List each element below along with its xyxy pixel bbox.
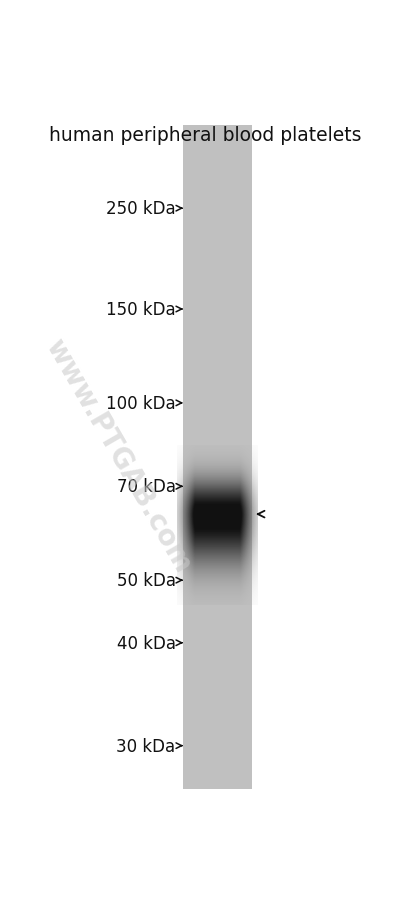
Text: 100 kDa: 100 kDa xyxy=(106,394,176,412)
Text: www.PTGAB.com: www.PTGAB.com xyxy=(40,334,197,577)
Text: 250 kDa: 250 kDa xyxy=(106,200,176,218)
Text: 150 kDa: 150 kDa xyxy=(106,300,176,318)
Text: human peripheral blood platelets: human peripheral blood platelets xyxy=(49,125,361,144)
Text: 40 kDa: 40 kDa xyxy=(116,634,176,652)
Bar xyxy=(183,125,252,789)
Text: 50 kDa: 50 kDa xyxy=(116,572,176,590)
Text: 70 kDa: 70 kDa xyxy=(116,478,176,496)
Text: 30 kDa: 30 kDa xyxy=(116,737,176,755)
